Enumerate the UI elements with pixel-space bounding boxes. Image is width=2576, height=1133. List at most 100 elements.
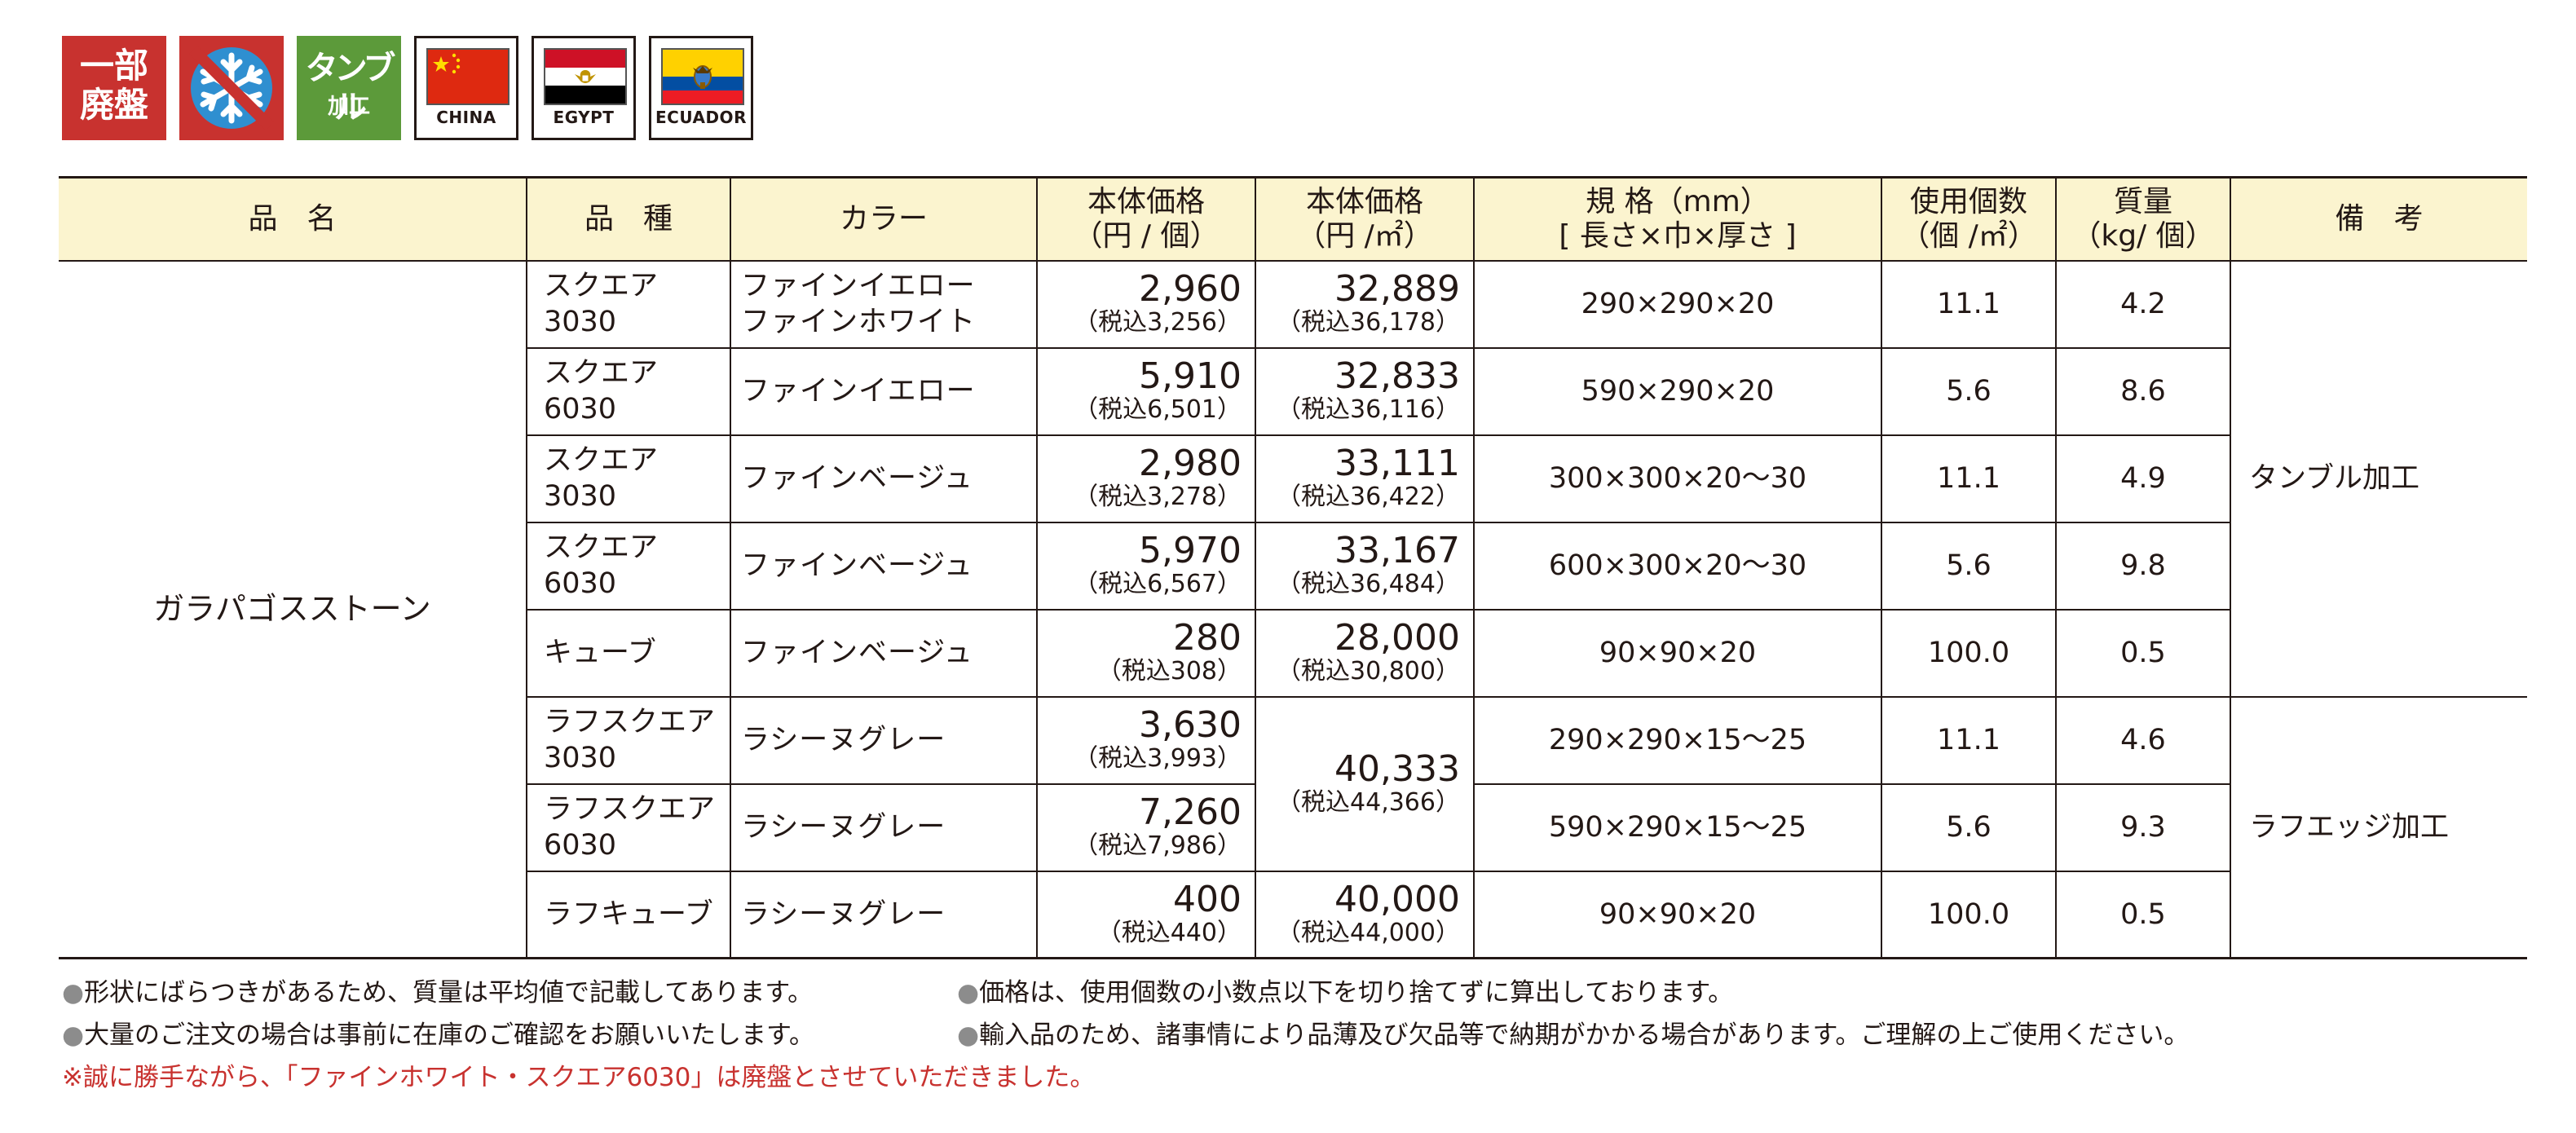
price-m2-cell: 32,889 （税込36,178） (1255, 259, 1475, 349)
color-cell: ラシーヌグレー (730, 870, 1038, 959)
qty-cell: 100.0 (1881, 608, 2057, 698)
table-row: ガラパゴスストーン スクエア 3030 ファインイエロー ファインホワイト 2,96… (59, 259, 2527, 959)
kind-cell: スクエア 3030 (526, 259, 731, 349)
price-m2-cell: 32,833 （税込36,116） (1255, 346, 1475, 436)
price-unit-tax: （税込6,501） (1074, 395, 1242, 424)
header-qty: 使用個数 （個 /㎡） (1881, 176, 2057, 262)
header-price-m2-line1: 本体価格 (1305, 184, 1423, 218)
price-m2-tax: （税込36,178） (1277, 308, 1460, 337)
kind-line1: ラフスクエア (544, 706, 716, 738)
size-cell: 90×90×20 (1473, 608, 1882, 698)
price-unit: 7,260 (1139, 791, 1242, 833)
weight-cell: 4.9 (2055, 434, 2231, 523)
weight-cell: 4.2 (2055, 259, 2231, 349)
weight-cell: 9.3 (2055, 783, 2231, 872)
spec-table: 品 名 品 種 カラー 本体価格 （円 / 個） 本体価格 （円 /㎡） 規 格（m… (59, 176, 2527, 959)
weight-cell: 4.6 (2055, 695, 2231, 785)
discontinued-notice: ※誠に勝手ながら、「ファインホワイト・スクエア6030」は廃盤とさせていただきま… (62, 1063, 1096, 1092)
price-m2: 40,000 (1334, 878, 1460, 920)
kind-line2: 6030 (544, 393, 617, 425)
size-cell: 590×290×15～25 (1473, 783, 1882, 872)
origin-badge-egypt: EGYPT (532, 36, 636, 140)
price-unit-tax: （税込6,567） (1074, 570, 1242, 598)
color-cell: ラシーヌグレー (730, 695, 1038, 785)
price-unit: 400 (1173, 878, 1242, 920)
price-m2-shared-cell: 40,333 （税込44,366） (1255, 695, 1475, 872)
price-unit-tax: （税込3,993） (1074, 744, 1242, 773)
bullet: ● (957, 978, 980, 1007)
kind-line2: 6030 (544, 829, 617, 862)
footnote-import: ●輸入品のため、諸事情により品薄及び欠品等で納期がかかる場合があります。ご理解の… (957, 1014, 2189, 1056)
color-line1: ファインイエロー (741, 270, 976, 302)
price-unit-tax: （税込7,986） (1074, 831, 1242, 860)
header-price-m2-line2: （円 /㎡） (1296, 218, 1433, 253)
header-weight: 質量 （kg/ 個） (2055, 176, 2231, 262)
qty-cell: 11.1 (1881, 695, 2057, 785)
footnote-weight: ●形状にばらつきがあるため、質量は平均値で記載してあります。 (62, 972, 813, 1014)
weight-cell: 0.5 (2055, 608, 2231, 698)
price-unit: 5,910 (1139, 355, 1242, 397)
weight-cell: 0.5 (2055, 870, 2231, 959)
color-line2: ファインホワイト (741, 306, 977, 338)
kind-cell: ラフキューブ (526, 870, 731, 959)
price-m2-cell: 40,000 （税込44,000） (1255, 870, 1475, 959)
size-cell: 600×300×20～30 (1473, 521, 1882, 611)
header-color: カラー (730, 176, 1038, 262)
header-size-line1: 規 格（mm） (1586, 184, 1770, 218)
tumble-badge-line2: 加工 (327, 95, 370, 119)
table-row: スクエア 3030 ファインベージュ 2,980 （税込3,278） 33,111 （… (59, 434, 2527, 523)
china-flag-icon (426, 48, 509, 105)
price-m2: 33,167 (1334, 530, 1460, 571)
price-m2-tax: （税込36,484） (1277, 570, 1460, 598)
footnote-row: ●大量のご注文の場合は事前に在庫のご確認をお願いいたします。 ●輸入品のため、諸… (62, 1014, 2508, 1056)
header-price-unit-line1: 本体価格 (1087, 184, 1205, 218)
size-cell: 290×290×20 (1473, 259, 1882, 349)
price-unit-cell: 3,630 （税込3,993） (1036, 695, 1256, 785)
kind-line1: スクエア (544, 270, 659, 302)
price-m2-cell: 33,167 （税込36,484） (1255, 521, 1475, 611)
qty-cell: 100.0 (1881, 870, 2057, 959)
footnote-text: 価格は、使用個数の小数点以下を切り捨てずに算出しております。 (979, 978, 1734, 1007)
table-row: ラフキューブ ラシーヌグレー 400 （税込440） 40,000 （税込44,00… (59, 870, 2527, 959)
price-m2: 40,333 (1334, 747, 1460, 790)
price-unit-cell: 7,260 （税込7,986） (1036, 783, 1256, 872)
header-size: 規 格（mm）[ 長さ×巾×厚さ ] (1473, 176, 1882, 262)
qty-cell: 11.1 (1881, 259, 2057, 349)
price-unit-cell: 280 （税込308） (1036, 608, 1256, 698)
kind-line2: 3030 (544, 306, 617, 338)
footnotes: ●形状にばらつきがあるため、質量は平均値で記載してあります。 ●価格は、使用個数… (62, 972, 2508, 1099)
header-price-unit: 本体価格 （円 / 個） (1036, 176, 1256, 262)
tumble-finish-badge: タンブル 加工 (297, 36, 401, 140)
price-unit-tax: （税込308） (1096, 657, 1242, 686)
price-unit: 2,980 (1139, 443, 1242, 484)
size-cell: 90×90×20 (1473, 870, 1882, 959)
bullet: ● (62, 1021, 85, 1050)
price-m2: 32,889 (1334, 268, 1460, 310)
header-qty-line2: （個 /㎡） (1900, 218, 2037, 253)
price-unit: 2,960 (1139, 268, 1242, 310)
price-unit-tax: （税込3,278） (1074, 483, 1242, 511)
price-m2-cell: 28,000 （税込30,800） (1255, 608, 1475, 698)
kind-cell: スクエア 6030 (526, 346, 731, 436)
kind-cell: スクエア 6030 (526, 521, 731, 611)
price-m2-tax: （税込44,000） (1277, 918, 1460, 947)
price-m2: 28,000 (1334, 617, 1460, 659)
origin-label-china: CHINA (436, 108, 496, 127)
ecuador-flag-icon (661, 48, 744, 105)
price-m2: 33,111 (1334, 443, 1460, 484)
price-m2-cell: 33,111 （税込36,422） (1255, 434, 1475, 523)
price-unit-cell: 2,960 （税込3,256） (1036, 259, 1256, 349)
origin-badge-china: CHINA (414, 36, 518, 140)
table-row: ラフスクエア 6030 ラシーヌグレー 7,260 （税込7,986） 590×29… (59, 783, 2527, 872)
color-cell: ファインベージュ (730, 521, 1038, 611)
price-unit-tax: （税込440） (1096, 918, 1242, 947)
table-row: スクエア 6030 ファインベージュ 5,970 （税込6,567） 33,167 （… (59, 521, 2527, 611)
weight-cell: 9.8 (2055, 521, 2231, 611)
footnote-row: ※誠に勝手ながら、「ファインホワイト・スクエア6030」は廃盤とさせていただきま… (62, 1056, 2508, 1099)
price-unit-cell: 400 （税込440） (1036, 870, 1256, 959)
product-name: ガラパゴスストーン (59, 259, 527, 959)
price-m2-tax: （税込36,116） (1277, 395, 1460, 424)
remarks-rough-edge: ラフエッジ加工 (2230, 695, 2527, 959)
price-unit: 5,970 (1139, 530, 1242, 571)
kind-cell: ラフスクエア 6030 (526, 783, 731, 872)
